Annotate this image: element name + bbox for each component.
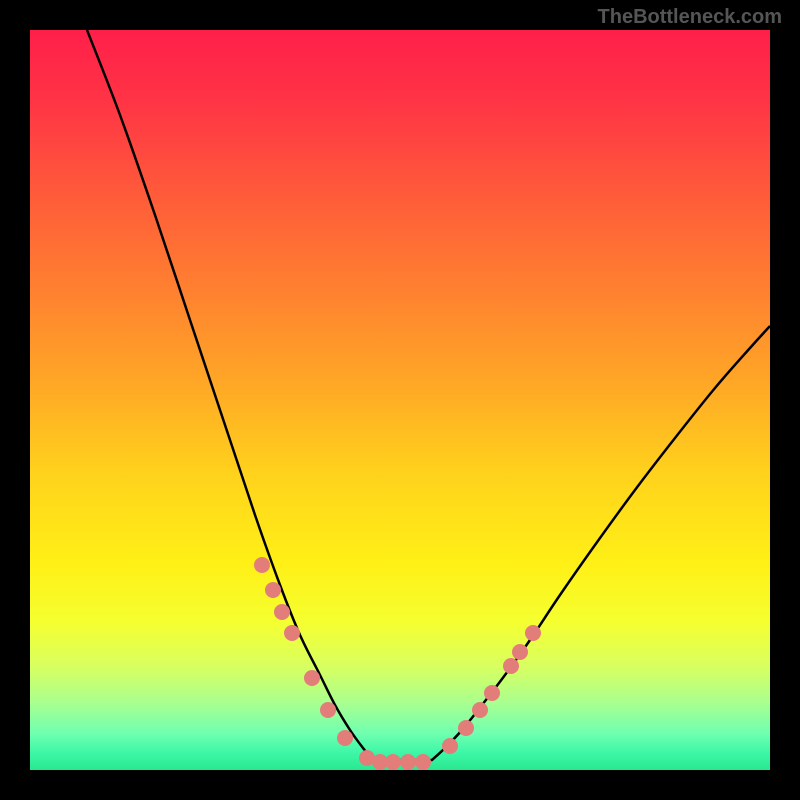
data-marker bbox=[274, 604, 290, 620]
data-marker bbox=[512, 644, 528, 660]
data-marker bbox=[503, 658, 519, 674]
data-marker bbox=[484, 685, 500, 701]
data-marker bbox=[458, 720, 474, 736]
data-marker bbox=[415, 754, 431, 770]
plot-area bbox=[30, 30, 770, 770]
curve-layer bbox=[30, 30, 770, 770]
watermark-text: TheBottleneck.com bbox=[598, 6, 782, 29]
data-marker bbox=[254, 557, 270, 573]
data-marker bbox=[320, 702, 336, 718]
data-marker bbox=[385, 754, 401, 770]
data-marker bbox=[525, 625, 541, 641]
data-marker bbox=[284, 625, 300, 641]
bottleneck-curve bbox=[87, 30, 770, 760]
data-marker bbox=[400, 754, 416, 770]
data-marker bbox=[337, 730, 353, 746]
data-marker bbox=[472, 702, 488, 718]
data-marker bbox=[442, 738, 458, 754]
data-marker bbox=[265, 582, 281, 598]
marker-group bbox=[254, 557, 541, 770]
data-marker bbox=[304, 670, 320, 686]
